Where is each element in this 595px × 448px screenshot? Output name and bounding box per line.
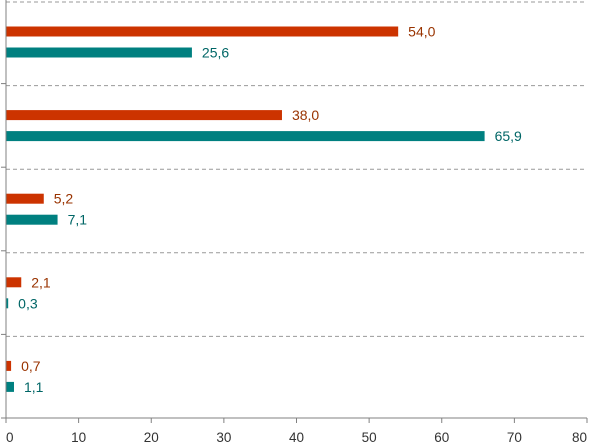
group-separators — [1, 1, 587, 419]
x-axis-ticks: 0 10 20 30 40 50 60 70 80 — [5, 418, 588, 445]
x-tick-label: 10 — [71, 430, 86, 445]
x-tick-label: 40 — [289, 430, 304, 445]
bar — [6, 360, 12, 371]
x-tick-label: 50 — [362, 430, 377, 445]
bar — [6, 277, 22, 288]
x-tick-label: 80 — [572, 430, 587, 445]
data-label: 65,9 — [495, 128, 522, 144]
x-tick-label: 20 — [144, 430, 159, 445]
data-label: 7,1 — [68, 212, 88, 228]
data-label: 2,1 — [31, 274, 51, 290]
x-tick-label: 0 — [6, 430, 14, 445]
chart-axes — [5, 0, 587, 419]
x-tick-label: 30 — [216, 430, 231, 445]
bar — [6, 298, 9, 309]
bar — [6, 131, 485, 142]
chart-bars — [6, 26, 485, 392]
data-label: 25,6 — [202, 45, 229, 61]
bar — [6, 381, 14, 392]
bar — [6, 193, 44, 204]
data-label: 5,2 — [54, 191, 74, 207]
bar — [6, 110, 282, 121]
data-label: 54,0 — [408, 24, 435, 40]
data-label: 38,0 — [292, 107, 319, 123]
bar — [6, 47, 192, 58]
x-tick-label: 60 — [434, 430, 449, 445]
data-label: 0,3 — [18, 295, 38, 311]
data-label: 0,7 — [21, 358, 41, 374]
bar — [6, 214, 58, 225]
bar — [6, 26, 399, 37]
data-label: 1,1 — [24, 379, 44, 395]
data-labels: 54,0 38,0 5,2 2,1 0,7 25,6 65,9 7,1 0,3 1,1 — [18, 24, 522, 395]
x-tick-label: 70 — [507, 430, 522, 445]
